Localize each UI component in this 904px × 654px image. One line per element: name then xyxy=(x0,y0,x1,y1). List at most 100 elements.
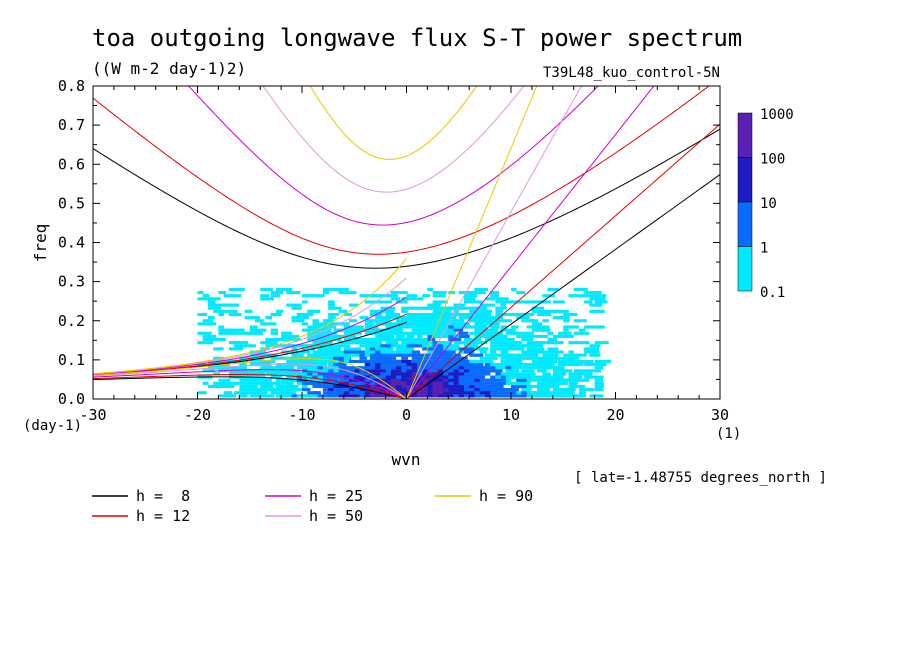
heatmap-cell xyxy=(239,341,249,345)
heatmap-cell xyxy=(474,337,482,342)
dispersion-curves xyxy=(93,86,720,399)
heatmap-cell xyxy=(401,359,412,364)
x-axis-unit: (1) xyxy=(716,426,741,442)
heatmap-cell xyxy=(406,334,415,338)
heatmap-cell xyxy=(584,375,593,379)
heatmap-cell xyxy=(265,378,272,382)
heatmap-cell xyxy=(197,322,215,326)
heatmap-cell xyxy=(333,347,341,351)
heatmap-cell xyxy=(511,372,526,376)
heatmap-cell xyxy=(396,363,406,367)
heatmap-cell xyxy=(406,312,421,317)
heatmap-cell xyxy=(469,353,479,357)
heatmap-cell xyxy=(578,388,595,392)
heatmap-cell xyxy=(584,359,594,364)
heatmap-cell xyxy=(338,381,347,385)
heatmap-cell xyxy=(490,341,505,345)
heatmap-cell xyxy=(270,391,288,395)
heatmap-cell xyxy=(197,363,206,367)
heatmap-cell xyxy=(380,369,387,373)
heatmap-cell xyxy=(427,287,434,292)
heatmap-cell xyxy=(589,297,606,301)
heatmap-cell xyxy=(302,328,317,332)
heatmap-cell xyxy=(558,356,565,360)
x-tick-label: -20 xyxy=(184,406,211,424)
heatmap-cell xyxy=(526,378,544,382)
heatmap-cell xyxy=(328,394,338,398)
heatmap-cell xyxy=(516,347,525,351)
x-tick-label: -30 xyxy=(79,406,106,424)
heatmap-cell xyxy=(364,344,375,348)
heatmap-cell xyxy=(568,356,576,360)
heatmap-cell xyxy=(349,381,360,385)
heatmap-cell xyxy=(484,381,495,385)
heatmap-cell xyxy=(563,319,570,323)
heatmap-cell xyxy=(328,306,342,310)
heatmap-cell xyxy=(385,319,391,323)
heatmap-cell xyxy=(322,319,334,323)
heatmap-cell xyxy=(343,337,352,342)
heatmap-cell xyxy=(542,353,559,357)
heatmap-cell xyxy=(213,303,231,307)
heatmap-cell xyxy=(484,303,496,307)
heatmap-cell xyxy=(531,353,539,357)
heatmap-cell xyxy=(422,319,431,323)
heatmap-cell xyxy=(547,347,559,351)
heatmap-cell xyxy=(244,381,252,385)
x-tick-label: 30 xyxy=(711,406,729,424)
heatmap-cell xyxy=(448,291,456,295)
heatmap-cell xyxy=(542,294,555,298)
heatmap-cell xyxy=(228,287,245,292)
heatmap-cell xyxy=(474,378,484,382)
heatmap-cell xyxy=(505,353,513,357)
heatmap-cell xyxy=(453,309,459,313)
heatmap-cell xyxy=(578,369,591,373)
heatmap-cell xyxy=(385,353,401,357)
heatmap-cell xyxy=(218,325,224,329)
heatmap-cell xyxy=(547,341,564,345)
heatmap-cell xyxy=(401,337,410,342)
heatmap-cell xyxy=(302,316,309,320)
heatmap-cell xyxy=(578,372,593,376)
heatmap-cell xyxy=(328,378,339,382)
heatmap-cell xyxy=(396,372,406,376)
heatmap-cell xyxy=(375,300,393,304)
heatmap-cell xyxy=(396,375,404,379)
heatmap-cell xyxy=(385,350,396,354)
heatmap-cell xyxy=(578,391,587,395)
heatmap-cell xyxy=(542,309,561,313)
heatmap-cell xyxy=(573,319,587,323)
heatmap-cell xyxy=(270,344,285,348)
heatmap-cell xyxy=(328,312,340,317)
heatmap-cell xyxy=(558,316,567,320)
heatmap-cell xyxy=(286,391,294,395)
heatmap-cell xyxy=(542,381,550,385)
heatmap-cell xyxy=(286,331,293,335)
heatmap-cell xyxy=(343,347,362,351)
heatmap-cell xyxy=(207,306,222,310)
latitude-note: [ lat=-1.48755 degrees_north ] xyxy=(574,470,827,486)
heatmap-cell xyxy=(437,325,447,329)
heatmap-cell xyxy=(589,309,605,313)
heatmap-cell xyxy=(463,344,479,348)
heatmap-cell xyxy=(401,388,409,392)
kelvin-curve xyxy=(406,123,720,399)
heatmap-cell xyxy=(207,303,214,307)
heatmap-cell xyxy=(260,294,270,298)
heatmap-cell xyxy=(375,331,382,335)
heatmap-cell xyxy=(563,334,574,338)
heatmap-cell xyxy=(312,325,328,329)
heatmap-cell xyxy=(594,388,604,392)
heatmap-cell xyxy=(312,363,328,367)
kelvin-curve xyxy=(406,86,582,399)
heatmap-cell xyxy=(584,347,600,351)
heatmap-cell xyxy=(511,394,529,398)
heatmap-cell xyxy=(338,388,345,392)
heatmap-cell xyxy=(458,356,465,360)
heatmap-cell xyxy=(531,306,544,310)
heatmap-cell xyxy=(349,372,358,376)
heatmap-cell xyxy=(443,378,452,382)
heatmap-cell xyxy=(589,363,607,367)
heatmap-cell xyxy=(349,375,358,379)
heatmap-cell xyxy=(479,356,486,360)
